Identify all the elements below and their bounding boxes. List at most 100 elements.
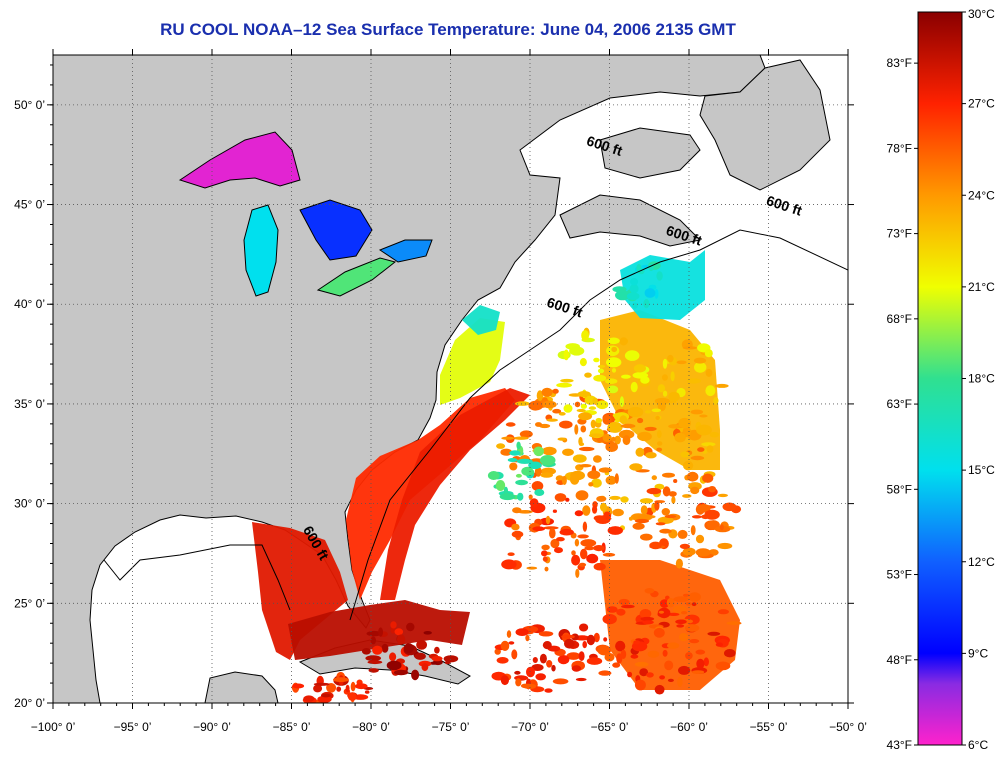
celsius-tick-label: 15°C (968, 463, 995, 477)
sst-speckle-7-11 (531, 664, 544, 671)
sst-speckle-6-69 (717, 609, 730, 615)
lon-tick-label: −55° 0’ (750, 720, 788, 734)
sst-speckle-3-47 (691, 515, 702, 519)
sst-speckle-1-37 (644, 426, 657, 431)
sst-speckle-8-37 (367, 660, 383, 665)
lon-tick-label: −90° 0’ (193, 720, 231, 734)
yucatan-peninsula (204, 671, 279, 703)
sst-speckle-7-12 (514, 670, 521, 675)
lon-tick-label: −75° 0’ (432, 720, 470, 734)
sst-speckle-1-77 (620, 423, 636, 429)
sst-speckle-4-12 (569, 346, 585, 356)
new-jersey-shelf-water (462, 305, 500, 335)
sst-speckle-6-83 (658, 610, 665, 614)
sst-speckle-5-11 (674, 432, 686, 443)
sst-speckle-8-18 (431, 655, 443, 662)
sst-speckle-2-51 (541, 550, 548, 557)
sst-speckle-6-84 (646, 672, 654, 678)
sst-speckle-6-51 (696, 658, 705, 669)
sst-speckle-1-22 (622, 435, 631, 446)
sst-speckle-6-39 (634, 679, 646, 691)
sst-speckle-1-73 (637, 417, 644, 424)
sst-speckle-5-23 (714, 383, 729, 388)
sst-speckle-1-68 (614, 473, 619, 484)
sst-speckle-6-89 (673, 596, 690, 603)
fahrenheit-tick-label: 43°F (887, 738, 912, 752)
sst-speckle-6-57 (667, 642, 680, 649)
sst-speckle-5-29 (713, 397, 719, 405)
sst-speckle-2-31 (528, 494, 533, 500)
sst-speckle-2-10 (517, 510, 533, 514)
sst-speckle-5-24 (657, 401, 666, 412)
sst-speckle-8-29 (390, 621, 397, 629)
sst-speckle-3-41 (649, 541, 662, 550)
sst-speckle-7-33 (520, 683, 531, 689)
sst-speckle-6-18 (615, 640, 626, 652)
sst-speckle-9-21 (303, 695, 315, 702)
sst-speckle-6-21 (667, 612, 680, 617)
sst-speckle-2-44 (565, 497, 570, 502)
sst-speckle-0-48 (562, 448, 574, 456)
sst-speckle-2-11 (593, 562, 606, 571)
sst-speckle-5-37 (655, 415, 660, 420)
sst-speckle-2-47 (586, 553, 599, 564)
sst-speckle-3-9 (690, 525, 696, 536)
sst-speckle-6-27 (667, 678, 674, 683)
sst-speckle-2-16 (578, 562, 587, 567)
lat-tick-label: 25° 0’ (14, 596, 45, 610)
sst-speckle-8-39 (397, 634, 406, 645)
sst-speckle-6-78 (683, 593, 690, 597)
sst-speckle-0-32 (552, 408, 562, 414)
sst-speckle-1-72 (600, 502, 607, 512)
sst-speckle-1-3 (575, 490, 589, 501)
celsius-tick-label: 18°C (968, 372, 995, 386)
sst-speckle-4-13 (590, 419, 596, 429)
sst-speckle-9-10 (313, 684, 323, 693)
sst-speckle-0-34 (580, 425, 587, 433)
sst-speckle-6-3 (678, 665, 691, 675)
sst-speckle-5-28 (662, 358, 668, 369)
sst-speckle-1-57 (644, 410, 652, 414)
sst-speckle-7-19 (544, 688, 553, 693)
sst-speckle-7-40 (500, 675, 509, 686)
sst-speckle-1-61 (607, 421, 623, 433)
sst-speckle-5-25 (657, 384, 666, 393)
sst-speckle-1-65 (657, 516, 674, 524)
sst-speckle-2-36 (582, 521, 588, 532)
sst-speckle-0-41 (605, 441, 618, 452)
sst-speckle-9-1 (326, 683, 337, 693)
sst-speckle-2-58 (554, 547, 563, 554)
sst-speckle-6-70 (691, 670, 705, 674)
gaspe-peninsula (599, 127, 701, 179)
sst-speckle-2-25 (574, 538, 580, 547)
sst-speckle-4-26 (607, 385, 619, 394)
sst-speckle-8-14 (389, 652, 397, 662)
sst-speckle-6-82 (676, 624, 685, 628)
fahrenheit-tick-label: 73°F (887, 227, 912, 241)
sst-speckle-7-44 (561, 634, 575, 639)
coastline-layer (103, 229, 848, 621)
sst-speckle-11-13 (632, 302, 638, 309)
sst-speckle-7-7 (535, 673, 546, 681)
sst-speckle-2-14 (577, 534, 589, 539)
sst-speckle-0-57 (552, 388, 559, 394)
sst-speckle-2-24 (574, 510, 584, 517)
sst-speckle-8-35 (421, 663, 429, 672)
sst-speckle-6-72 (586, 634, 596, 646)
sst-speckle-5-27 (651, 408, 661, 413)
sst-speckle-2-53 (556, 537, 565, 542)
sst-speckle-2-56 (580, 548, 588, 560)
sst-speckle-2-59 (593, 515, 606, 521)
sst-speckle-2-2 (602, 552, 616, 557)
sst-speckle-3-22 (640, 533, 653, 541)
sst-speckle-3-43 (679, 543, 691, 550)
sst-speckle-8-10 (365, 655, 382, 662)
sst-speckle-6-63 (593, 632, 600, 643)
map-axes: −100° 0’ −95° 0’ −90° 0’ −85° 0’ −80° 0’ −75°… (14, 49, 867, 734)
lake-erie (316, 257, 397, 297)
gulf-of-mexico-warm-water (252, 522, 348, 660)
sst-speckle-1-41 (572, 454, 587, 463)
graticule-grid (53, 55, 848, 703)
sst-speckle-8-15 (416, 640, 427, 650)
sst-speckle-6-60 (675, 619, 687, 625)
